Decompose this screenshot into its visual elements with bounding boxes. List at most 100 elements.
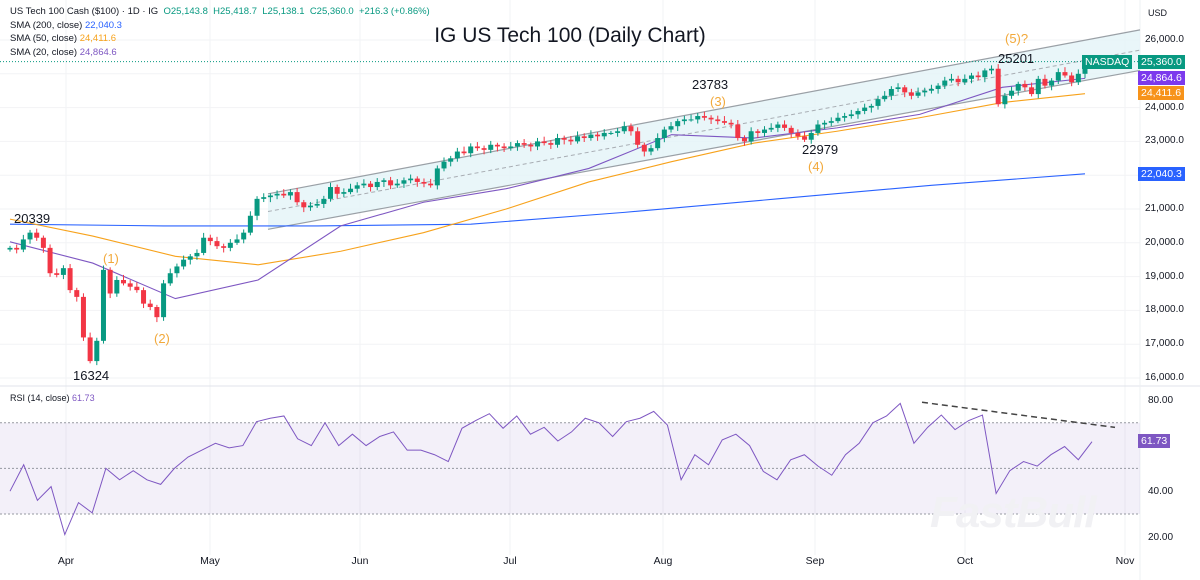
candle-up (1015, 83, 1021, 91)
candle-up (100, 269, 106, 341)
candle-up (60, 268, 66, 275)
candle-down (134, 286, 140, 291)
candle-up (241, 232, 247, 240)
candle-down (141, 290, 147, 304)
price-tick: 18,000.0 (1145, 304, 1184, 316)
candle-down (40, 237, 46, 248)
candle-up (828, 121, 834, 123)
candle-up (307, 205, 313, 208)
candle-up (201, 237, 207, 253)
candle-down (755, 131, 761, 133)
sma50-legend[interactable]: SMA (50, close) 24,411.6 (10, 32, 430, 46)
candle-up (488, 144, 494, 150)
candle-up (922, 90, 928, 93)
candle-up (114, 279, 120, 294)
rsi-legend[interactable]: RSI (14, close) 61.73 (10, 393, 95, 403)
candle-up (508, 146, 514, 149)
candle-up (1055, 72, 1061, 81)
candle-up (555, 138, 561, 145)
candle-up (862, 107, 868, 111)
candle-down (581, 136, 587, 139)
candle-up (815, 124, 821, 133)
sma20-line (9, 77, 1086, 300)
last-price-tag: 25,360.0 (1138, 55, 1185, 69)
price-tick: 20,000.0 (1145, 236, 1184, 248)
candle-up (534, 141, 540, 147)
wave-3: (3) (710, 94, 726, 109)
candle-down (795, 132, 801, 137)
candle-down (147, 303, 153, 308)
candle-up (361, 183, 367, 186)
candle-down (87, 337, 93, 362)
sma50-label: SMA (50, close) (10, 33, 78, 44)
candle-up (161, 283, 167, 318)
candle-up (982, 70, 988, 78)
candle-down (154, 307, 160, 318)
rsi-value-tag: 61.73 (1138, 434, 1171, 448)
candle-up (348, 188, 354, 193)
candle-up (1049, 80, 1055, 86)
candle-up (187, 256, 193, 260)
candle-down (735, 124, 741, 139)
sma50-value: 24,411.6 (79, 33, 116, 44)
sma200-value: 22,040.3 (84, 19, 122, 31)
candle-down (715, 119, 721, 122)
candle-down (47, 247, 53, 274)
candle-up (514, 143, 520, 147)
candle-up (341, 192, 347, 194)
sma20-legend[interactable]: SMA (20, close) 24,864.6 (10, 46, 430, 60)
candle-up (448, 158, 454, 162)
currency-label[interactable]: USD (1148, 8, 1168, 18)
candle-up (174, 266, 180, 274)
chart-title: IG US Tech 100 (Daily Chart) (434, 24, 706, 47)
candle-down (414, 178, 420, 182)
candle-up (888, 89, 894, 96)
rsi-label: RSI (14, close) (10, 393, 70, 403)
candle-down (281, 193, 287, 196)
candle-up (855, 110, 861, 115)
price-tick: 17,000.0 (1145, 338, 1184, 350)
candle-up (401, 180, 407, 184)
candle-up (394, 183, 400, 186)
candle-down (521, 143, 527, 145)
candle-down (501, 146, 507, 149)
candle-up (454, 151, 460, 159)
candle-up (848, 114, 854, 117)
annotation-25201: 25201 (998, 51, 1035, 66)
candle-up (688, 119, 694, 121)
ohlc-change: +216.3 (+0.86%) (358, 6, 430, 17)
candle-up (615, 131, 621, 133)
month-tick: Oct (956, 555, 974, 567)
wave-2: (2) (154, 331, 170, 346)
candle-down (14, 247, 20, 250)
candle-up (374, 181, 380, 188)
rsi-legend-value: 61.73 (72, 393, 95, 403)
month-tick: May (200, 555, 220, 567)
symbol-name[interactable]: US Tech 100 Cash ($100) · 1D · IG (10, 6, 159, 17)
candle-up (274, 193, 280, 196)
candle-up (20, 239, 26, 250)
fastbull-watermark: FastBull (930, 488, 1097, 537)
month-tick: Jul (503, 555, 517, 567)
candle-down (421, 181, 427, 184)
rsi-tick-80: 80.00 (1148, 395, 1174, 406)
candle-down (1022, 83, 1028, 88)
candle-down (802, 136, 808, 140)
candle-down (741, 138, 747, 142)
candle-up (181, 259, 187, 267)
sma200-legend[interactable]: SMA (200, close) 22,040.3 (10, 19, 430, 33)
candle-down (67, 268, 73, 291)
rsi-tick-40: 40.00 (1148, 486, 1174, 497)
candle-down (641, 144, 647, 152)
month-tick: Nov (1115, 555, 1135, 567)
candle-up (895, 87, 901, 90)
candle-up (354, 185, 360, 189)
ohlc-low: L25,138.1 (262, 6, 305, 17)
candle-up (1075, 73, 1081, 83)
candle-up (321, 198, 327, 204)
wave-5: (5)? (1005, 31, 1029, 46)
candle-up (575, 136, 581, 142)
exchange-tag: NASDAQ (1082, 55, 1133, 69)
candle-up (621, 126, 627, 132)
